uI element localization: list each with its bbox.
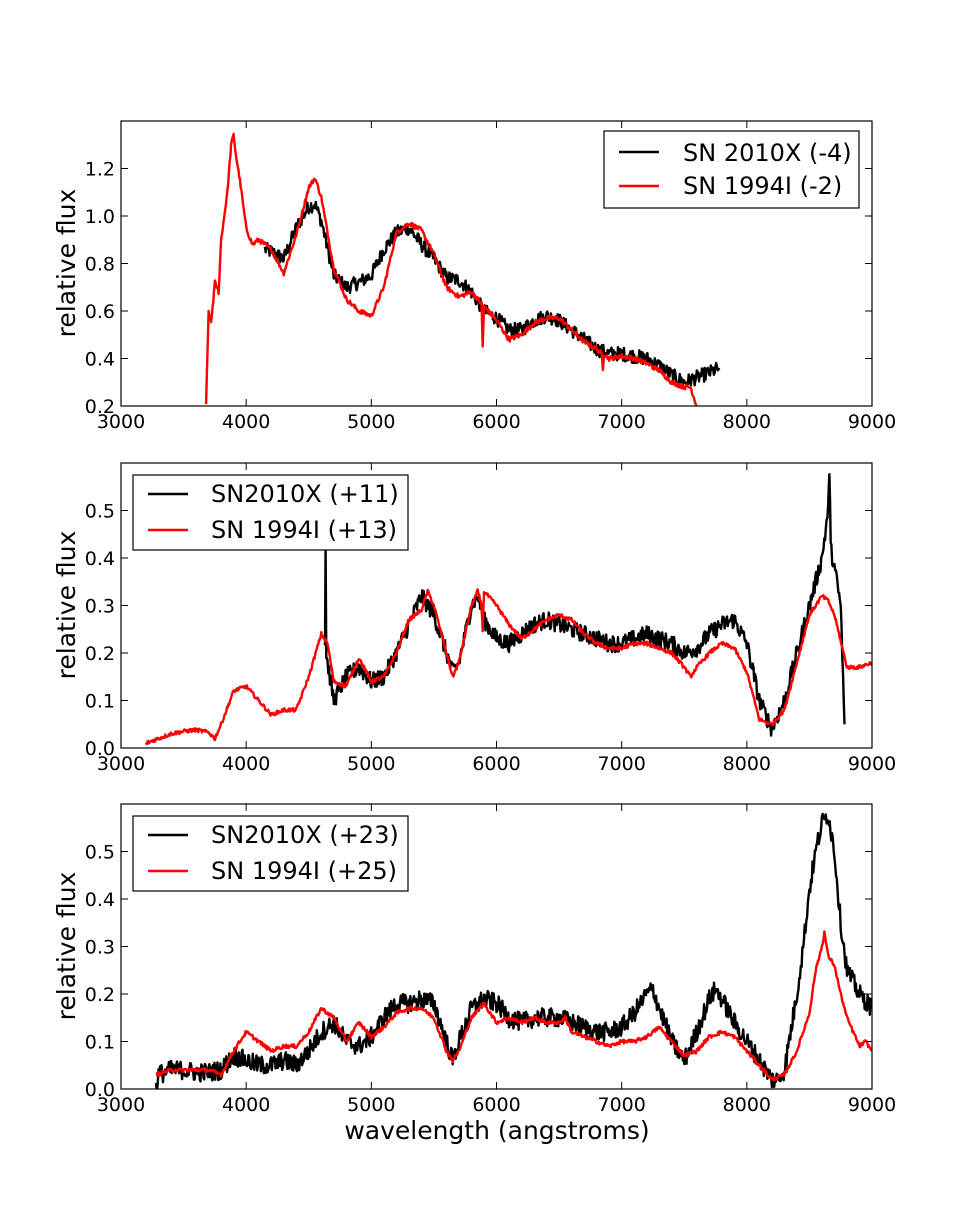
- y-tick-label: 0.2: [85, 643, 115, 665]
- y-tick-label: 0.5: [85, 842, 115, 864]
- y-axis-label: relative flux: [52, 189, 81, 338]
- series-line-1: [144, 588, 872, 746]
- y-tick-label: 0.5: [85, 501, 115, 523]
- x-tick-label: 5000: [347, 753, 395, 775]
- x-tick-label: 7000: [597, 411, 645, 433]
- panel-bottom: 3000 4000 5000 6000 7000 8000 9000 0.0 0.1 0.2 0.3…: [52, 803, 896, 1145]
- series-line-1: [204, 132, 698, 406]
- y-tick-label: 0.6: [85, 301, 115, 323]
- y-tick-label: 0.4: [85, 349, 115, 371]
- x-tick-label: 6000: [472, 411, 520, 433]
- x-tick-label: 3000: [97, 1094, 145, 1116]
- y-tick-label: 0.8: [85, 254, 115, 276]
- x-tick-label: 4000: [222, 411, 270, 433]
- y-tick-label: 0.3: [85, 937, 115, 959]
- y-tick-label: 0.4: [85, 889, 115, 911]
- series-line-1: [155, 930, 872, 1082]
- x-tick-label: 7000: [597, 1094, 645, 1116]
- x-tick-label: 9000: [848, 1094, 896, 1116]
- panel-top: 3000 4000 5000 6000 7000 8000 9000 0.2 0.4 0.6 0.8…: [52, 120, 896, 433]
- legend-box: [132, 474, 409, 551]
- x-axis-label: wavelength (angstroms): [344, 1116, 649, 1145]
- legend-label-1: SN 1994I (+25): [211, 857, 397, 885]
- x-tick-label: 3000: [97, 411, 145, 433]
- x-tick-label: 6000: [472, 1094, 520, 1116]
- y-tick-label: 0.3: [85, 596, 115, 618]
- x-tick-label: 8000: [723, 753, 771, 775]
- y-tick-label: 0.2: [85, 984, 115, 1006]
- x-tick-label: 6000: [472, 753, 520, 775]
- legend-label-0: SN 2010X (-4): [683, 139, 852, 167]
- x-tick-label: 9000: [848, 411, 896, 433]
- y-axis-label: relative flux: [52, 531, 81, 680]
- y-tick-label: 0.1: [85, 691, 115, 713]
- series-line-0: [263, 200, 721, 387]
- legend-label-0: SN2010X (+23): [211, 821, 399, 849]
- y-tick-label: 0.0: [85, 1079, 115, 1101]
- legend: SN2010X (+11) SN 1994I (+13): [132, 474, 409, 551]
- y-tick-label: 0.2: [85, 396, 115, 418]
- legend-label-1: SN 1994I (-2): [683, 172, 842, 200]
- x-tick-label: 5000: [347, 411, 395, 433]
- y-tick-label: 1.0: [85, 206, 115, 228]
- x-tick-label: 3000: [97, 753, 145, 775]
- panel-middle: 3000 4000 5000 6000 7000 8000 9000 0.0 0.1 0.2 0.3…: [52, 462, 896, 775]
- y-tick-label: 1.2: [85, 159, 115, 181]
- legend-box: [603, 130, 860, 209]
- x-tick-label: 9000: [848, 753, 896, 775]
- y-tick-label: 0.0: [85, 738, 115, 760]
- legend: SN2010X (+23) SN 1994I (+25): [132, 815, 409, 892]
- y-tick-label: 0.1: [85, 1032, 115, 1054]
- x-tick-label: 8000: [723, 1094, 771, 1116]
- legend-label-0: SN2010X (+11): [211, 480, 399, 508]
- x-tick-label: 4000: [222, 753, 270, 775]
- x-tick-label: 5000: [347, 1094, 395, 1116]
- y-tick-label: 0.4: [85, 548, 115, 570]
- legend-box: [132, 815, 409, 892]
- x-tick-label: 7000: [597, 753, 645, 775]
- x-tick-label: 8000: [723, 411, 771, 433]
- x-tick-label: 4000: [222, 1094, 270, 1116]
- legend-label-1: SN 1994I (+13): [211, 516, 397, 544]
- series-line-0: [154, 812, 872, 1089]
- y-axis-label: relative flux: [52, 872, 81, 1021]
- legend: SN 2010X (-4) SN 1994I (-2): [603, 130, 860, 209]
